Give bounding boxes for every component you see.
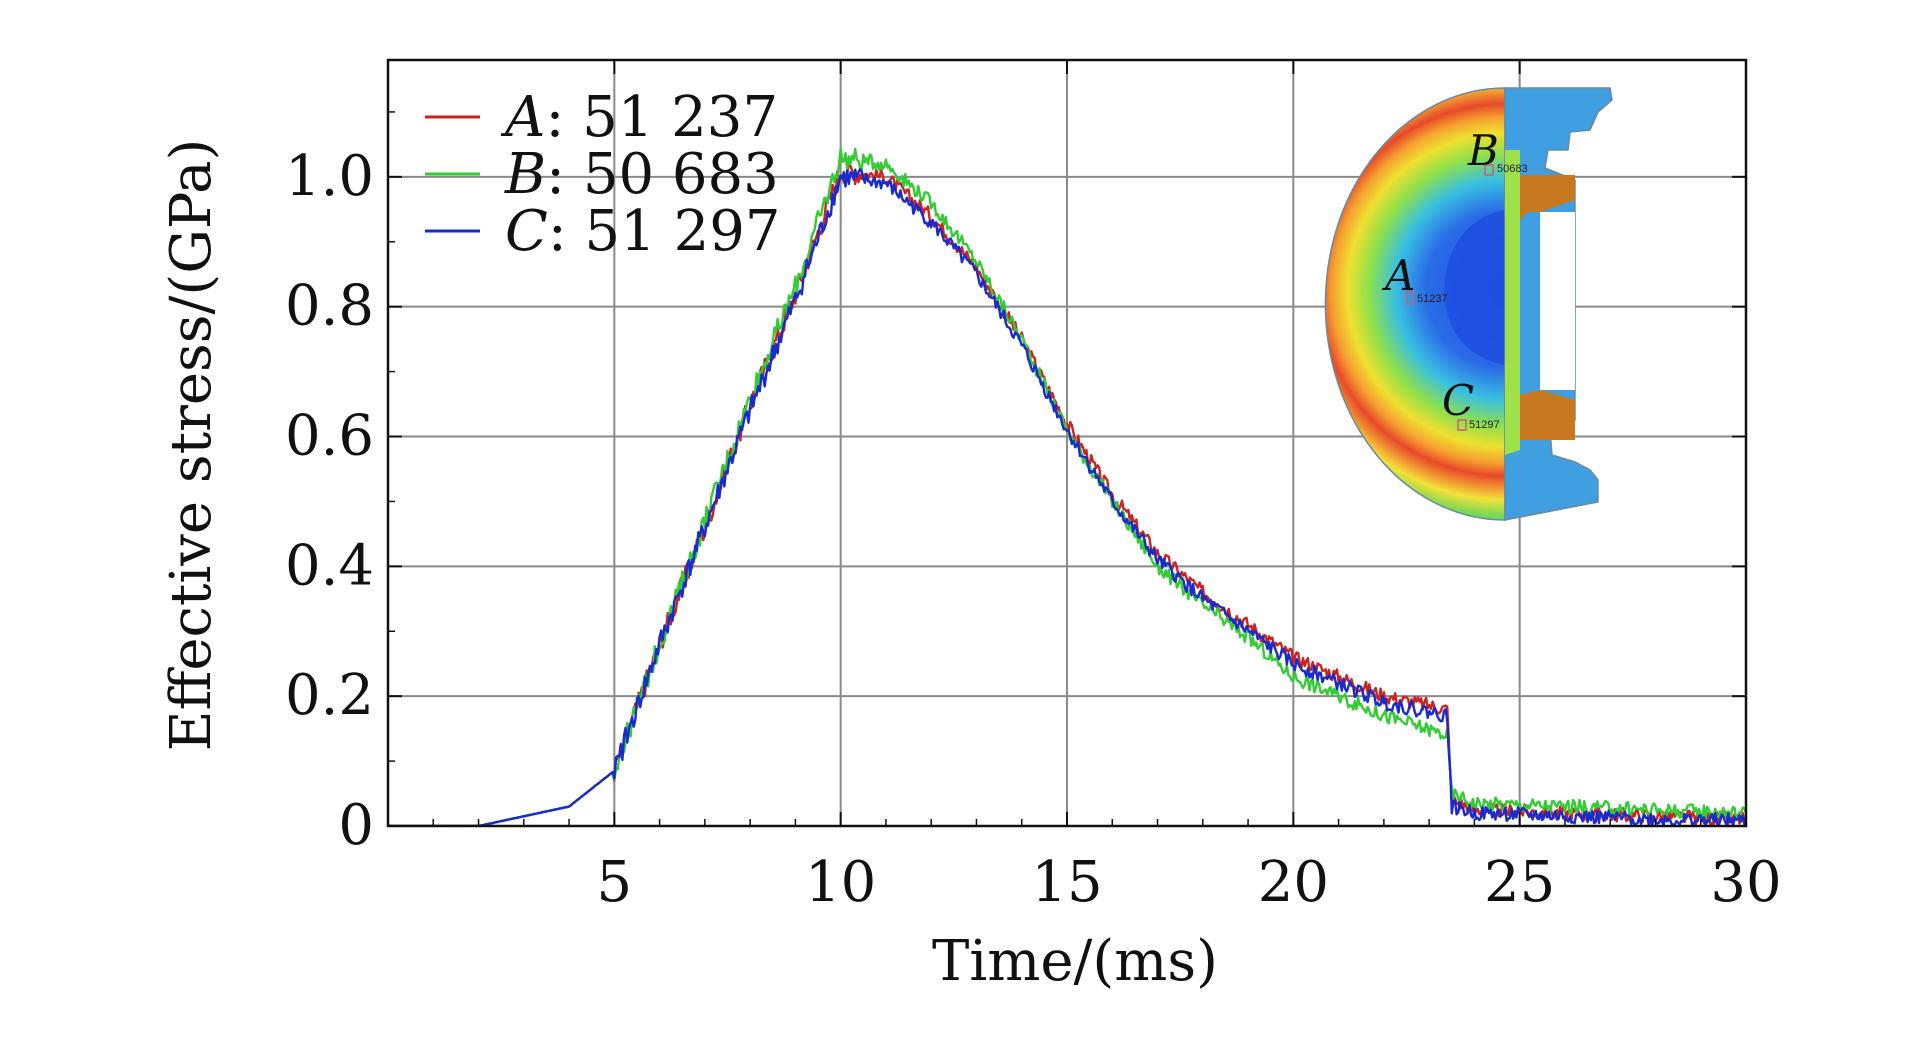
x-tick-label-5: 5 — [597, 850, 633, 915]
legend-value-C: : 51 297 — [548, 199, 781, 264]
series-lines — [388, 147, 1746, 826]
inset-cavity — [1520, 175, 1575, 220]
y-tick-label-0.6: 0.6 — [285, 404, 374, 469]
x-tick-label-30: 30 — [1710, 850, 1781, 915]
y-tick-label-1: 1.0 — [285, 144, 374, 209]
inset-cavity-lower — [1520, 390, 1575, 440]
inset-node-a-marker — [1406, 291, 1414, 305]
legend-letter-C: C — [505, 199, 548, 264]
inset-node-b-id: 50683 — [1497, 163, 1528, 175]
legend-value-A: : 51 237 — [545, 85, 778, 150]
series-line-A — [388, 160, 1746, 826]
y-tick-label-0.2: 0.2 — [285, 663, 374, 728]
x-tick-label-25: 25 — [1484, 850, 1555, 915]
legend-label-C: C: 51 297 — [505, 199, 780, 264]
inset-strip — [1505, 150, 1520, 455]
y-tick-label-0.4: 0.4 — [285, 533, 374, 598]
inset-node-a-id: 51237 — [1417, 293, 1448, 305]
x-tick-label-15: 15 — [1031, 850, 1102, 915]
legend-letter-B: B — [504, 142, 546, 207]
x-axis-title: Time/(ms) — [932, 929, 1218, 994]
inset-label-b: B — [1467, 126, 1499, 175]
inset-label-c: C — [1442, 376, 1474, 425]
inset-node-c-marker — [1457, 419, 1467, 431]
series-line-C — [388, 167, 1746, 826]
y-axis-title: Effective stress/(GPa) — [159, 139, 224, 752]
y-tick-label-0: 0 — [338, 793, 374, 858]
x-tick-label-20: 20 — [1258, 850, 1329, 915]
inset-node-c-id: 51297 — [1469, 419, 1500, 431]
inset-half-disk — [1324, 87, 1506, 521]
inset-blue-core — [1444, 210, 1505, 365]
legend-label-A: A: 51 237 — [500, 85, 778, 150]
x-tick-label-10: 10 — [805, 850, 876, 915]
inset-node-b-marker — [1484, 164, 1494, 176]
legend-label-B: B: 50 683 — [504, 142, 779, 207]
inset-label-a: A — [1381, 251, 1415, 300]
inset-fem-image: A B C 51237 50683 51297 — [1324, 87, 1613, 521]
legend-letter-A: A — [500, 85, 545, 150]
ticks: 5 10 15 20 25 30 0 0.2 0.4 0.6 0.8 1.0 — [285, 60, 1782, 915]
y-tick-label-0.8: 0.8 — [285, 274, 374, 339]
legend-value-B: : 50 683 — [546, 142, 779, 207]
inset-gap — [1540, 212, 1575, 390]
